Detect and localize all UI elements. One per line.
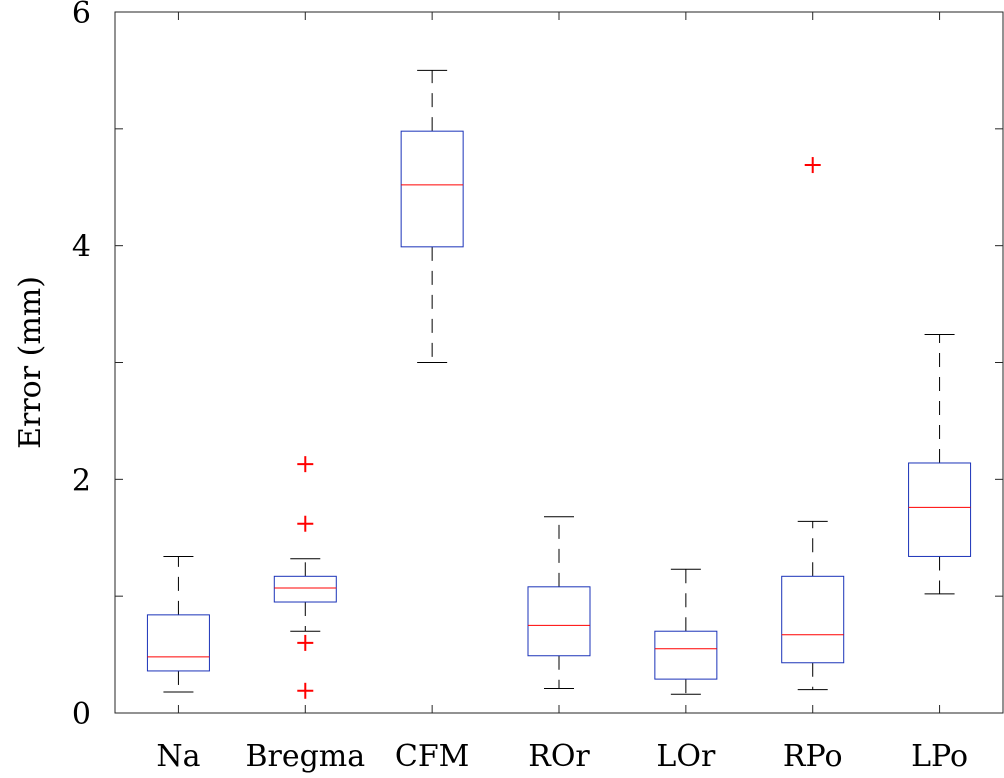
x-tick-label: LPo (911, 739, 968, 774)
y-tick-label: 2 (72, 463, 91, 498)
iqr-box (908, 462, 972, 557)
box-na (146, 555, 210, 693)
outlier-marker (297, 634, 314, 651)
outlier-marker (297, 456, 314, 473)
box-lpo (908, 333, 972, 595)
box-bregma (273, 456, 337, 699)
x-tick-label: ROr (528, 739, 590, 774)
iqr-box (400, 130, 464, 248)
outlier-marker (297, 682, 314, 699)
iqr-box (273, 575, 337, 603)
y-ticks (115, 11, 1003, 714)
x-tick-label: Na (156, 739, 200, 774)
y-tick-label: 0 (72, 697, 91, 732)
x-tick-label: CFM (395, 739, 470, 774)
x-tick-labels: Na Bregma CFM ROr LOr RPo LPo (156, 739, 968, 774)
x-tick-label: Bregma (245, 739, 365, 774)
y-tick-label: 6 (72, 0, 91, 31)
box-lor (654, 568, 718, 695)
iqr-box (527, 586, 591, 657)
x-ticks (177, 12, 941, 713)
box-cfm (400, 69, 464, 363)
iqr-box (146, 614, 210, 672)
y-tick-labels: 0 2 4 6 (72, 0, 91, 732)
boxes (146, 69, 972, 699)
outlier-marker (804, 157, 821, 174)
y-tick-label: 4 (72, 230, 91, 265)
outlier-marker (297, 515, 314, 532)
iqr-box (654, 630, 718, 680)
x-tick-label: RPo (783, 739, 843, 774)
iqr-box (781, 575, 845, 664)
y-axis-title: Error (mm) (13, 276, 48, 449)
x-tick-label: LOr (656, 739, 716, 774)
box-rpo (781, 157, 845, 691)
box-ror (527, 516, 591, 689)
